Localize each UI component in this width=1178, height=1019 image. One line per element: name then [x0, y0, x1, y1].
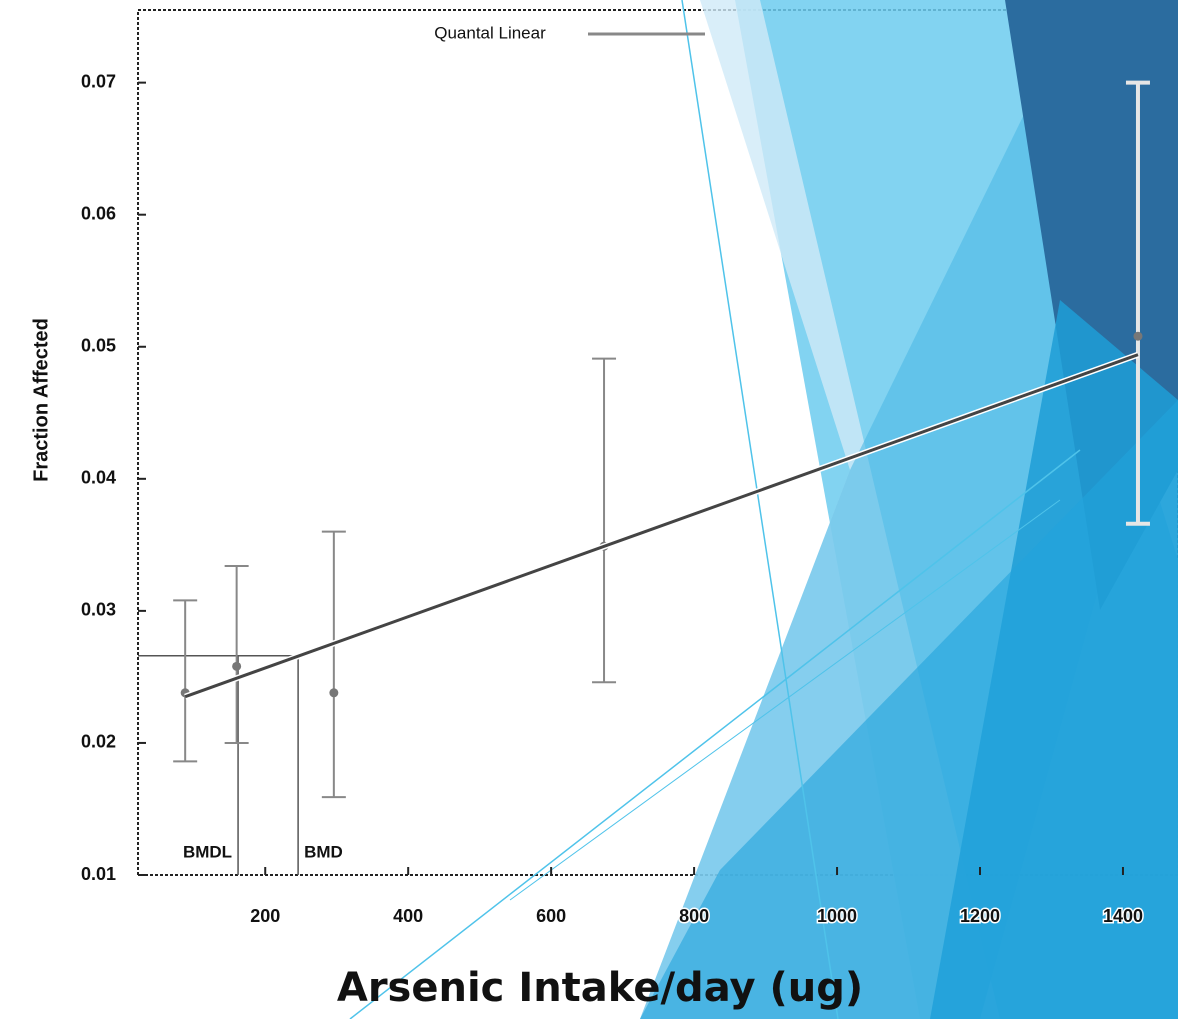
legend-label: Quantal Linear: [434, 23, 546, 42]
x-tick-label: 1400: [1103, 906, 1143, 926]
x-tick-label: 400: [393, 906, 423, 926]
bmd-label: BMD: [304, 842, 343, 861]
y-tick-label: 0.05: [81, 336, 116, 356]
x-tick-label: 1000: [817, 906, 857, 926]
data-point: [329, 688, 338, 697]
x-tick-label: 200: [250, 906, 280, 926]
y-tick-label: 0.01: [81, 864, 116, 884]
y-tick-label: 0.04: [81, 468, 116, 488]
y-tick-label: 0.07: [81, 71, 116, 91]
x-tick-label: 600: [536, 906, 566, 926]
chart: Quantal Linear Fraction Affected Arsenic…: [0, 0, 1178, 1019]
y-tick-label: 0.06: [81, 203, 116, 223]
y-tick-label: 0.02: [81, 732, 116, 752]
page: {"chart_data": { "type": "scatter", "tit…: [0, 0, 1178, 1019]
x-tick-label: 1200: [960, 906, 1000, 926]
y-tick-label: 0.03: [81, 600, 116, 620]
data-point: [232, 662, 241, 671]
bmd-label: BMDL: [183, 842, 232, 861]
data-point: [1133, 332, 1142, 341]
x-tick-label: 800: [679, 906, 709, 926]
x-axis-title: Arsenic Intake/day (ug): [337, 965, 863, 1011]
y-axis-label: Fraction Affected: [30, 318, 52, 482]
